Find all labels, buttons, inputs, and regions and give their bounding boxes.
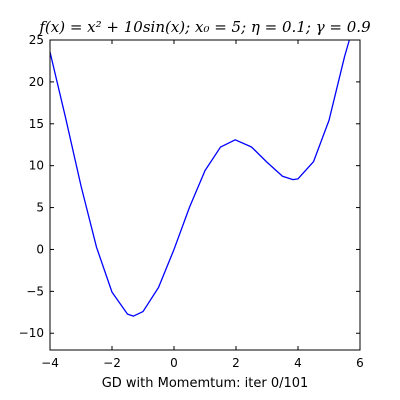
- x-tick-label: 0: [170, 356, 178, 370]
- y-tick-label: 25: [29, 33, 44, 47]
- series-layer: [49, 39, 350, 317]
- x-tick-label: 2: [232, 356, 240, 370]
- x-tick-label: 6: [356, 356, 364, 370]
- x-axis-label: GD with Momemtum: iter 0/101: [102, 376, 309, 391]
- x-tick-label: −2: [103, 356, 121, 370]
- x-tick-label: 4: [294, 356, 302, 370]
- tick-layer: −4 −2 0 2 4 6 −10 −5 0 5 10 15 20 25: [19, 33, 364, 370]
- y-tick-label: 20: [29, 75, 44, 89]
- y-tick-label: 5: [36, 201, 44, 215]
- y-tick-label: 10: [29, 159, 44, 173]
- chart-title: f(x) = x² + 10sin(x); x₀ = 5; η = 0.1; γ…: [38, 18, 371, 36]
- x-tick-label: −4: [41, 356, 59, 370]
- series-line-0: [49, 39, 350, 317]
- y-tick-label: −5: [26, 284, 44, 298]
- axes-frame: [49, 39, 361, 351]
- y-tick-label: 0: [36, 242, 44, 256]
- y-tick-label: 15: [29, 117, 44, 131]
- y-tick-label: −10: [19, 326, 44, 340]
